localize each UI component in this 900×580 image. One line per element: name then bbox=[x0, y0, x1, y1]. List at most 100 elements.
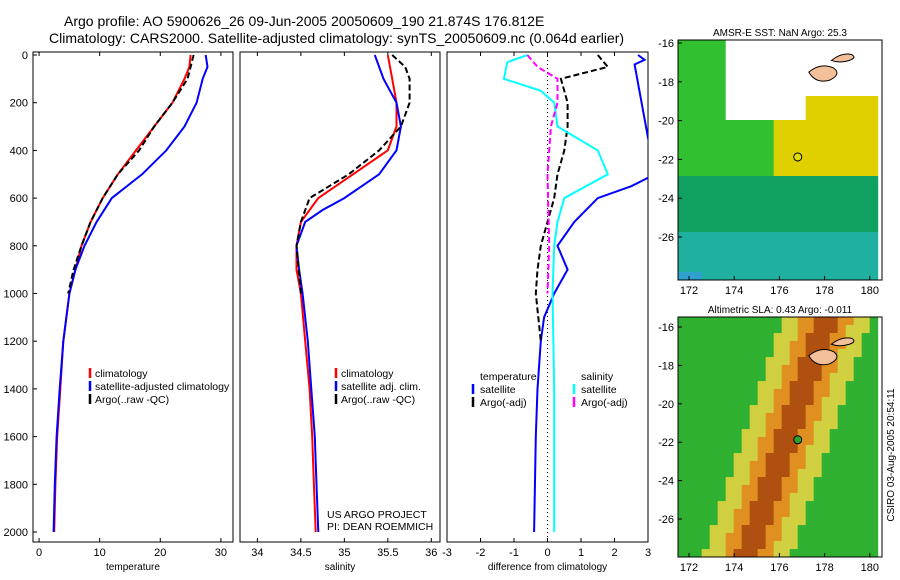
map-cell bbox=[829, 240, 839, 249]
map-cell bbox=[709, 240, 719, 249]
map-cell bbox=[725, 445, 735, 454]
map-cell bbox=[749, 192, 759, 201]
map-cell bbox=[709, 461, 719, 470]
map-cell bbox=[845, 325, 855, 334]
map-cell bbox=[781, 104, 791, 113]
map-cell bbox=[685, 144, 695, 153]
map-cell bbox=[853, 469, 863, 478]
map-cell bbox=[789, 104, 799, 113]
map-cell bbox=[813, 104, 823, 113]
map-cell bbox=[693, 192, 703, 201]
map-cell bbox=[749, 272, 759, 281]
map-cell bbox=[709, 176, 719, 185]
map-cell bbox=[677, 208, 687, 217]
map-cell bbox=[749, 240, 759, 249]
map-cell bbox=[861, 461, 871, 470]
map-cell bbox=[789, 413, 799, 422]
map-cell bbox=[685, 72, 695, 81]
map-cell bbox=[773, 136, 783, 145]
map-cell bbox=[813, 541, 823, 550]
map-cell bbox=[805, 381, 815, 390]
map-cell bbox=[845, 525, 855, 534]
map-cell bbox=[797, 389, 807, 398]
map-cell bbox=[765, 216, 775, 225]
map-cell bbox=[685, 176, 695, 185]
map-cell bbox=[789, 192, 799, 201]
map-cell bbox=[749, 413, 759, 422]
map-cell bbox=[717, 485, 727, 494]
map-cell bbox=[701, 365, 711, 374]
map-cell bbox=[725, 136, 735, 145]
map-cell bbox=[789, 200, 799, 209]
map-cell bbox=[845, 397, 855, 406]
map-cell bbox=[837, 317, 847, 326]
map-cell bbox=[765, 477, 775, 486]
map-cell bbox=[861, 160, 871, 169]
map-frame bbox=[677, 39, 883, 281]
map-cell bbox=[741, 256, 751, 265]
map-cell bbox=[829, 152, 839, 161]
x-axis-label: temperature bbox=[106, 562, 160, 573]
map-cell bbox=[725, 88, 735, 97]
map-cell bbox=[765, 341, 775, 350]
map-cell bbox=[845, 437, 855, 446]
map-cell bbox=[861, 389, 871, 398]
map-cell bbox=[709, 509, 719, 518]
map-cell bbox=[789, 405, 799, 414]
map-cell bbox=[749, 381, 759, 390]
map-cell bbox=[789, 112, 799, 121]
map-cell bbox=[701, 333, 711, 342]
y-tick-label: 800 bbox=[10, 241, 28, 253]
map-cell bbox=[837, 373, 847, 382]
map-cell bbox=[749, 136, 759, 145]
map-cell bbox=[765, 232, 775, 241]
map-cell bbox=[677, 80, 687, 89]
map-cell bbox=[757, 120, 767, 129]
map-cell bbox=[837, 477, 847, 486]
map-cell bbox=[709, 541, 719, 550]
map-cell bbox=[821, 216, 831, 225]
map-cell bbox=[869, 325, 879, 334]
map-cell bbox=[853, 533, 863, 542]
map-cell bbox=[693, 349, 703, 358]
map-cell bbox=[741, 184, 751, 193]
map-cell bbox=[845, 493, 855, 502]
map-cell bbox=[725, 144, 735, 153]
map-x-tick-label: 172 bbox=[680, 562, 698, 574]
map-cell bbox=[709, 56, 719, 65]
map-cell bbox=[733, 357, 743, 366]
map-cell bbox=[749, 144, 759, 153]
map-cell bbox=[869, 429, 879, 438]
map-cell bbox=[869, 208, 879, 217]
map-cell bbox=[765, 445, 775, 454]
map-cell bbox=[701, 429, 711, 438]
series-line-satellite-adjusted-climatology bbox=[52, 54, 209, 533]
map-cell bbox=[701, 120, 711, 129]
map-cell bbox=[757, 485, 767, 494]
map-cell bbox=[797, 192, 807, 201]
map-cell bbox=[733, 493, 743, 502]
map-cell bbox=[773, 192, 783, 201]
map-cell bbox=[677, 176, 687, 185]
map-cell bbox=[797, 541, 807, 550]
map-cell bbox=[725, 429, 735, 438]
map-cell bbox=[757, 88, 767, 97]
map-cell bbox=[693, 256, 703, 265]
map-cell bbox=[789, 453, 799, 462]
map-cell bbox=[677, 192, 687, 201]
map-cell bbox=[733, 144, 743, 153]
map-cell bbox=[869, 541, 879, 550]
legend-label: satellite-adjusted climatology bbox=[95, 381, 230, 393]
map-cell bbox=[829, 248, 839, 257]
map-cell bbox=[685, 405, 695, 414]
map-cell bbox=[701, 317, 711, 326]
map-cell bbox=[677, 461, 687, 470]
map-cell bbox=[677, 501, 687, 510]
map-cell bbox=[717, 176, 727, 185]
map-cell bbox=[749, 208, 759, 217]
map-cell bbox=[757, 533, 767, 542]
map-cell bbox=[781, 405, 791, 414]
map-cell bbox=[869, 501, 879, 510]
map-cell bbox=[741, 240, 751, 249]
map-cell bbox=[741, 152, 751, 161]
